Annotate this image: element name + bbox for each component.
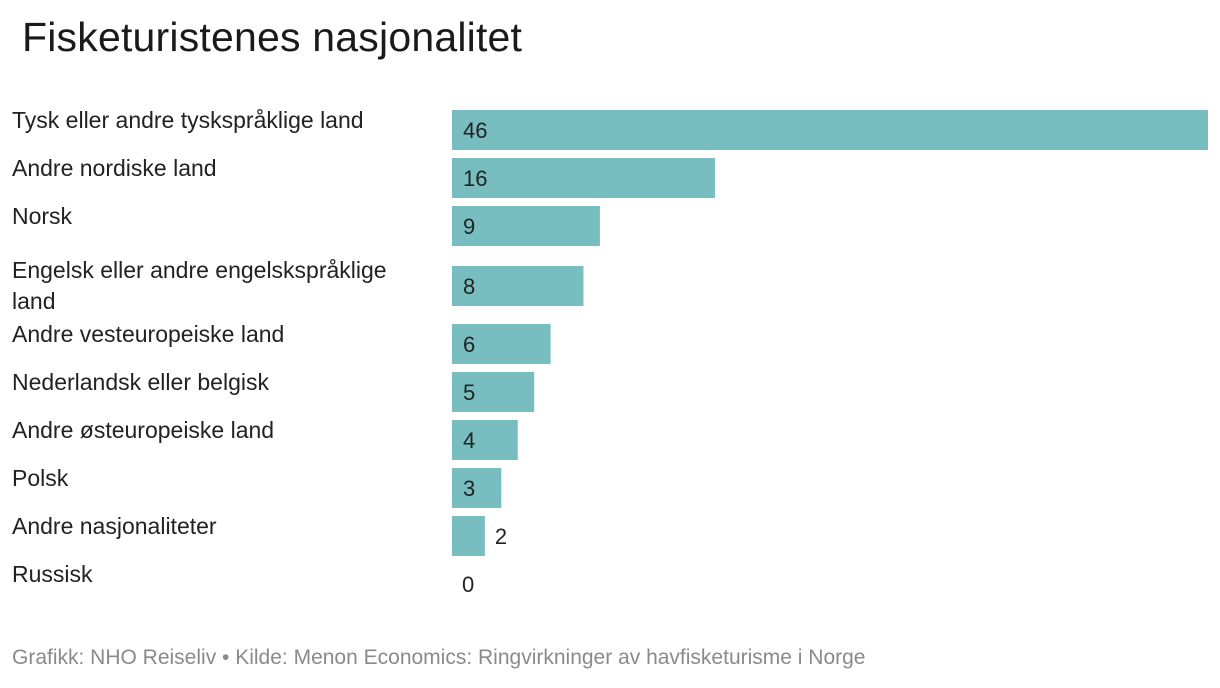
value-label: 2	[495, 524, 507, 549]
bar-row: Nederlandsk eller belgisk 5	[12, 369, 535, 412]
bar	[452, 516, 485, 556]
bar-row: Engelsk eller andre engelskspråklige land…	[12, 257, 584, 314]
value-label: 3	[463, 476, 475, 501]
value-label: 16	[463, 166, 487, 191]
bar-row: Polsk 3	[12, 465, 502, 508]
value-label: 5	[463, 380, 475, 405]
bar	[452, 420, 518, 460]
category-label: Andre østeuropeiske land	[12, 417, 274, 443]
bar	[452, 324, 551, 364]
category-label: Engelsk eller andre engelskspråklige land	[12, 257, 387, 314]
category-label: Andre nordiske land	[12, 155, 217, 181]
category-label: Nederlandsk eller belgisk	[12, 369, 269, 395]
value-label: 4	[463, 428, 475, 453]
value-label: 46	[463, 118, 487, 143]
bar	[452, 206, 600, 246]
value-label: 0	[462, 572, 474, 597]
bar	[452, 468, 502, 508]
category-label: Tysk eller andre tyskspråklige land	[12, 107, 364, 133]
value-label: 6	[463, 332, 475, 357]
value-label: 8	[463, 274, 475, 299]
bar	[452, 158, 715, 198]
bar-row: Tysk eller andre tyskspråklige land 46	[12, 107, 1208, 150]
bar	[452, 372, 535, 412]
bar-chart: Tysk eller andre tyskspråklige land 46And…	[12, 107, 1208, 597]
bar-row: Andre østeuropeiske land 4	[12, 417, 518, 460]
bar-row: Andre vesteuropeiske land 6	[12, 321, 551, 364]
category-label: Russisk	[12, 561, 93, 587]
category-label: Polsk	[12, 465, 69, 491]
bar-row: Andre nasjonaliteter 2	[12, 513, 507, 556]
chart-title: Fisketuristenes nasjonalitet	[22, 14, 523, 60]
source-credit: Grafikk: NHO Reiseliv • Kilde: Menon Eco…	[12, 646, 866, 669]
bar-row: Andre nordiske land 16	[12, 155, 715, 198]
category-label: Andre nasjonaliteter	[12, 513, 217, 539]
bar	[452, 110, 1208, 150]
value-label: 9	[463, 214, 475, 239]
bar-row: Norsk 9	[12, 203, 600, 246]
bar	[452, 266, 584, 306]
category-label: Norsk	[12, 203, 73, 229]
category-label: Andre vesteuropeiske land	[12, 321, 284, 347]
bar-row: Russisk 0	[12, 561, 474, 597]
